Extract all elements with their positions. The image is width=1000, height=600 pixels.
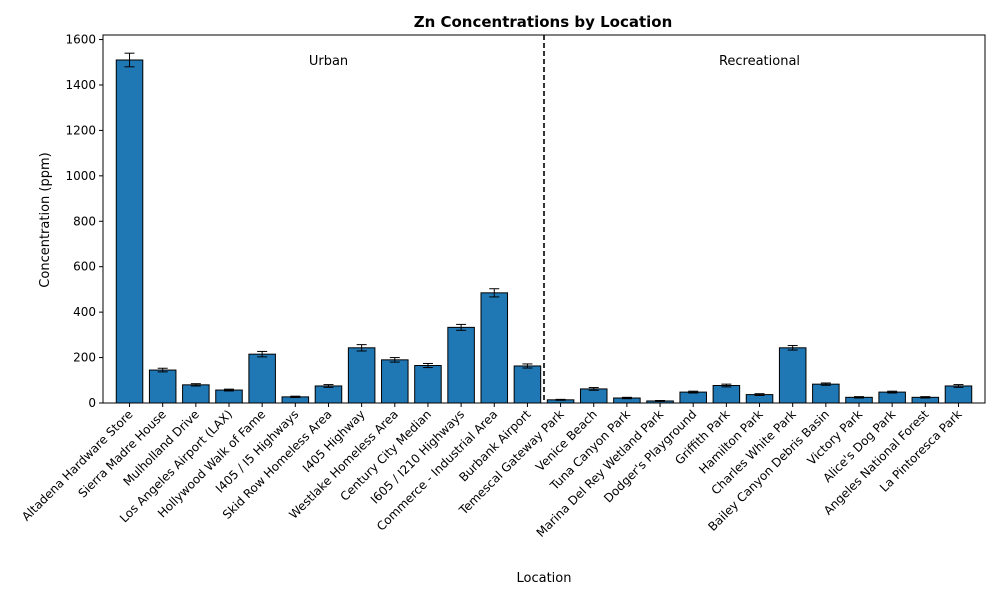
y-tick-label: 200 xyxy=(73,351,96,365)
bars-layer xyxy=(115,59,973,404)
bar xyxy=(148,369,177,404)
y-tick-label: 1400 xyxy=(65,78,96,92)
bar xyxy=(215,389,243,404)
bar xyxy=(812,383,840,404)
bar xyxy=(513,365,542,404)
bar xyxy=(381,359,409,404)
bar xyxy=(679,391,707,404)
error-bars-layer xyxy=(124,52,964,402)
y-tick-label: 1600 xyxy=(65,33,96,47)
y-axis: 0 200 400 600 800 1000 1200 1400 1600 xyxy=(65,33,103,410)
bar xyxy=(182,384,210,404)
bar xyxy=(579,388,608,404)
y-tick-label: 800 xyxy=(73,214,96,228)
y-tick-label: 1200 xyxy=(65,123,96,137)
bar xyxy=(944,385,973,404)
bar xyxy=(480,292,509,404)
region-label: Recreational xyxy=(719,54,800,69)
bar xyxy=(712,385,741,404)
plot-frame xyxy=(102,34,986,404)
chart-title: Zn Concentrations by Location xyxy=(414,13,673,31)
bar xyxy=(314,385,343,404)
bar xyxy=(347,347,376,404)
bar xyxy=(414,365,442,404)
bar xyxy=(878,391,906,404)
bar xyxy=(447,326,475,404)
x-axis-label: Location xyxy=(517,571,572,586)
y-tick-label: 1000 xyxy=(65,169,96,183)
y-axis-label: Concentration (ppm) xyxy=(38,152,53,287)
region-labels: Urban Recreational xyxy=(309,54,800,69)
bar xyxy=(248,353,276,404)
bar xyxy=(778,347,807,404)
y-tick-label: 0 xyxy=(88,396,96,410)
region-label: Urban xyxy=(309,54,348,69)
y-tick-label: 400 xyxy=(73,305,96,319)
bar xyxy=(115,59,144,404)
y-tick-label: 600 xyxy=(73,260,96,274)
